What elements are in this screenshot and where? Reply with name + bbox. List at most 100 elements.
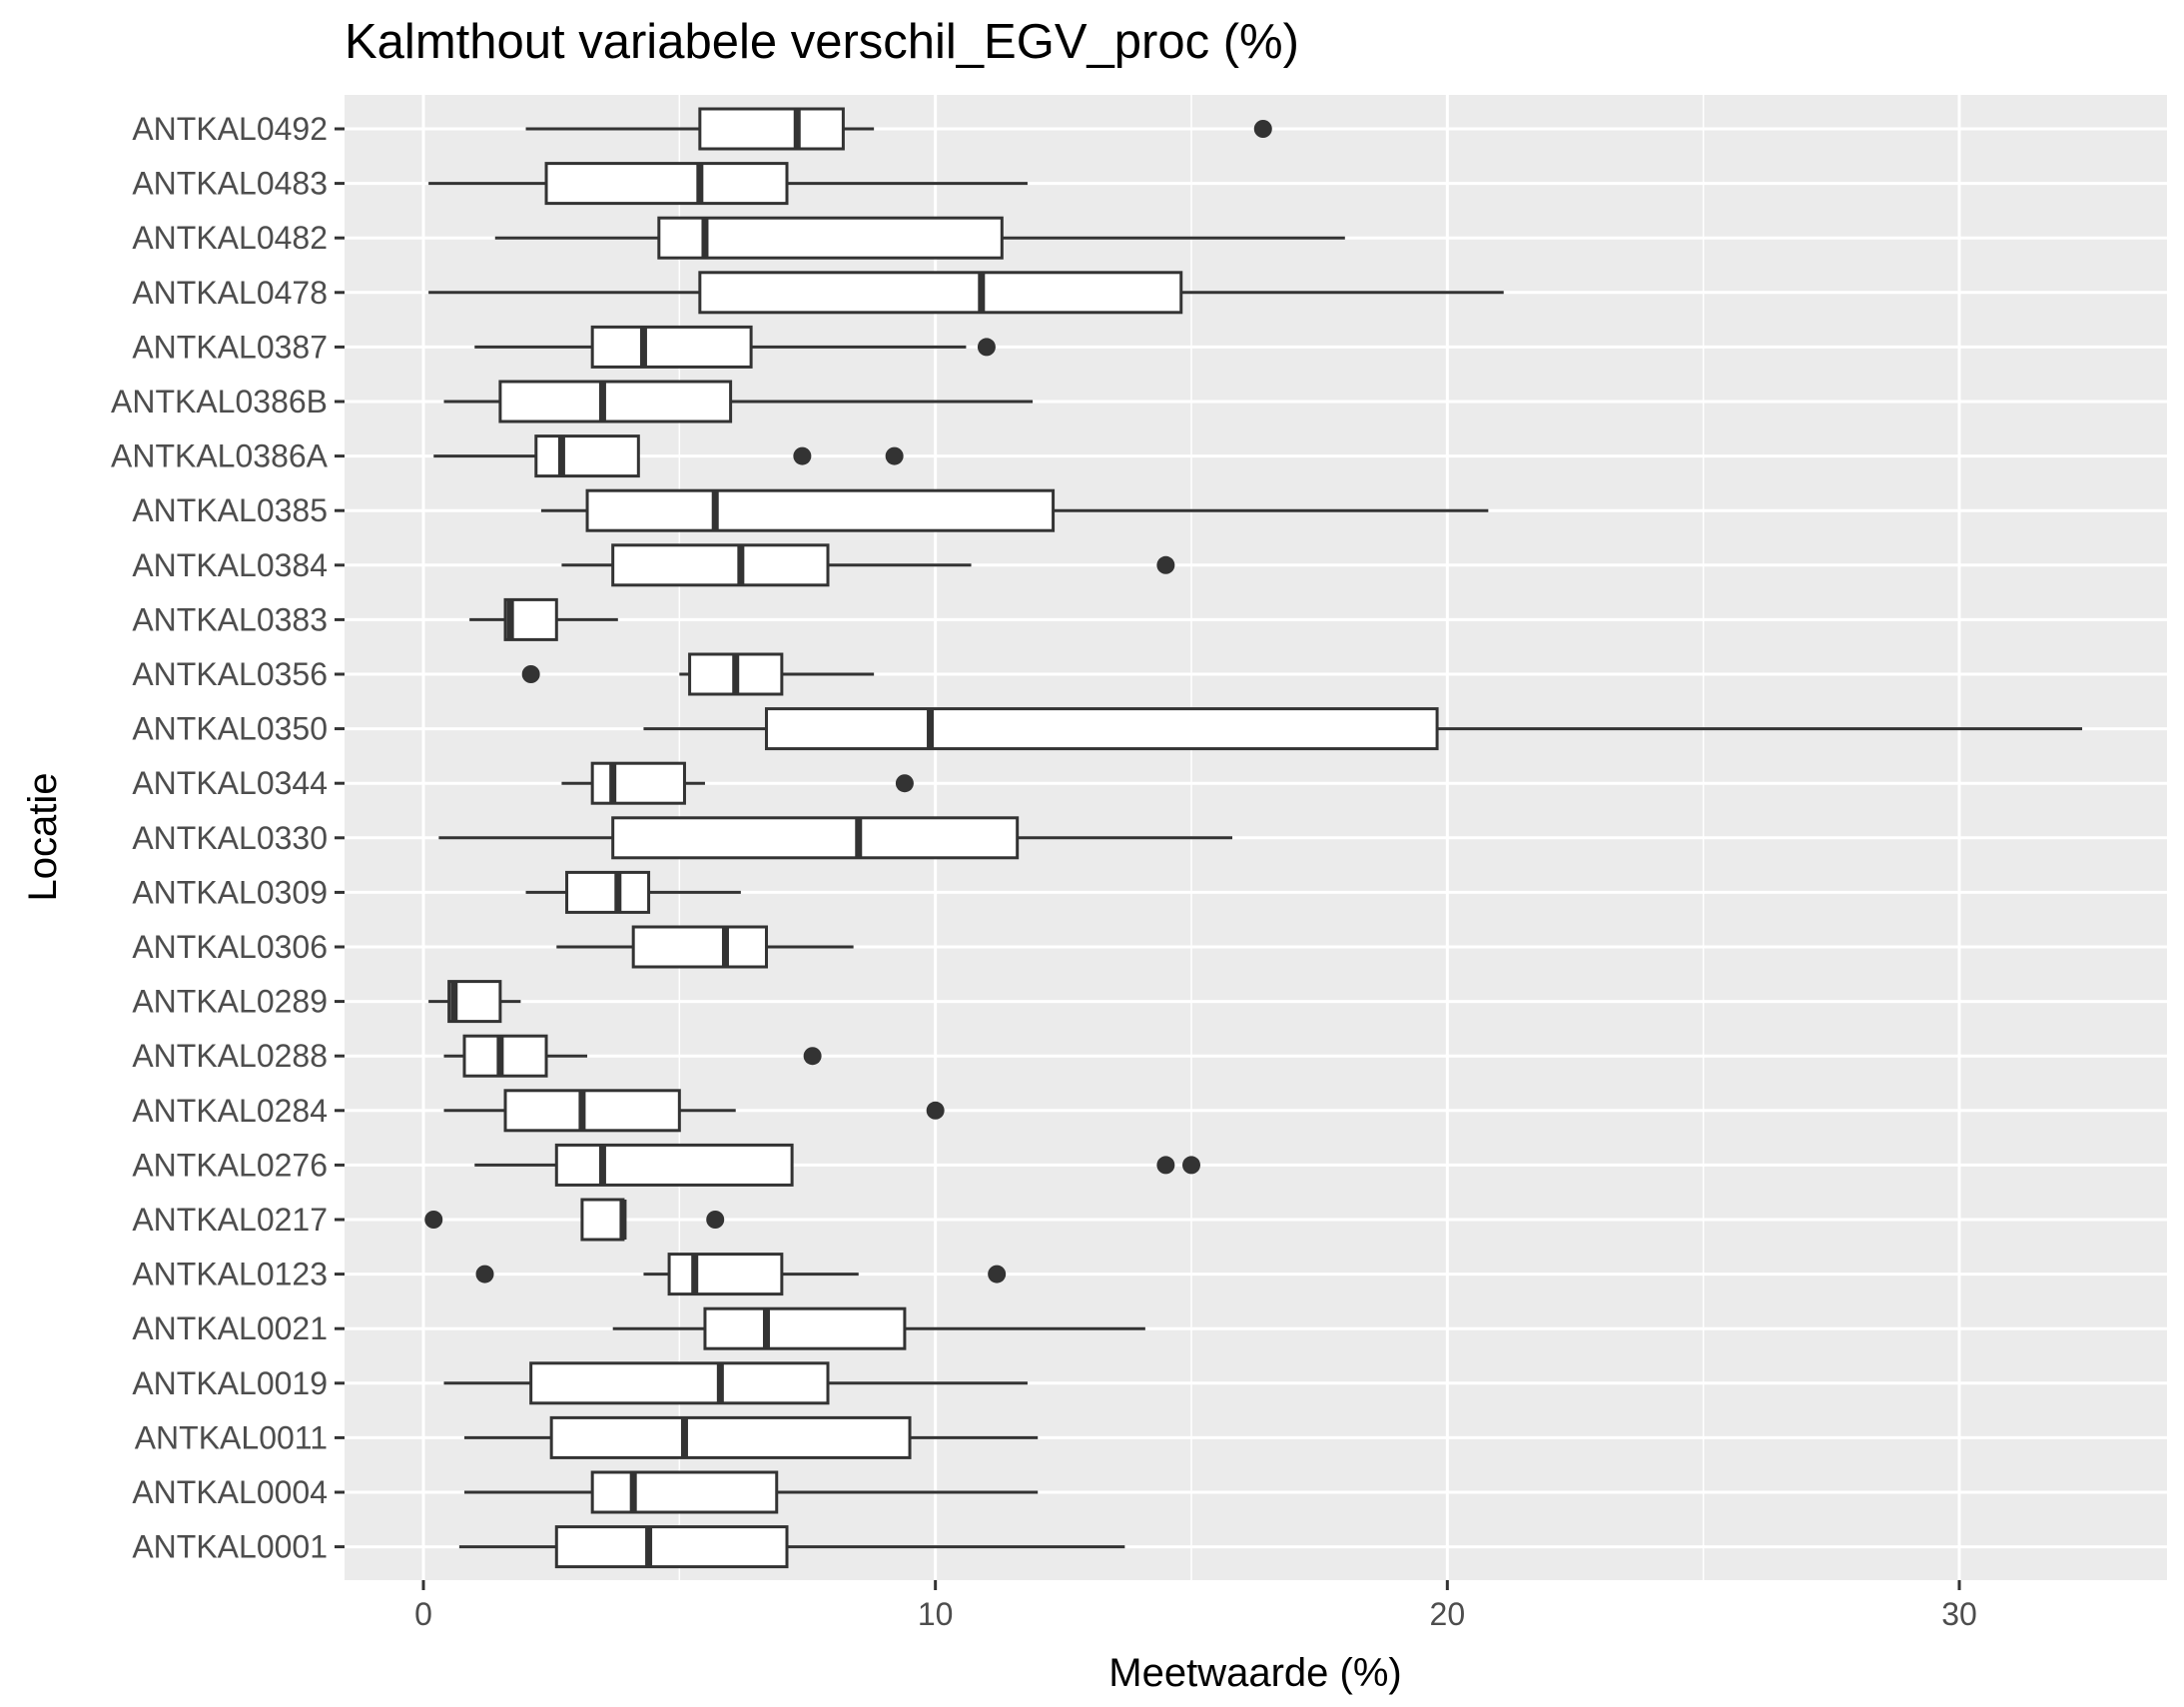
x-tick-label: 10	[918, 1596, 954, 1632]
y-tick-label: ANTKAL0482	[132, 220, 328, 256]
x-tick-label: 30	[1941, 1596, 1977, 1632]
y-tick-label: ANTKAL0478	[132, 275, 328, 311]
x-axis: 0 10 20 30	[414, 1580, 1977, 1632]
y-tick-label: ANTKAL0356	[132, 656, 328, 692]
outlier-point	[803, 1047, 822, 1066]
y-tick-label: ANTKAL0309	[132, 874, 328, 910]
box-antkal0001	[458, 1525, 1125, 1569]
box-antkal0356	[521, 652, 875, 696]
y-tick-label: ANTKAL0330	[132, 820, 328, 856]
box-antkal0123	[475, 1253, 1007, 1296]
outlier-point	[424, 1211, 443, 1229]
outlier-point	[885, 446, 904, 465]
box-iqr	[503, 1089, 681, 1133]
outlier-point	[793, 446, 812, 465]
box-antkal0492	[525, 107, 1272, 151]
y-tick-label: ANTKAL0276	[132, 1147, 328, 1183]
box-iqr	[698, 271, 1183, 315]
y-tick-label: ANTKAL0384	[132, 547, 328, 583]
box-antkal0383	[469, 597, 618, 641]
box-iqr	[703, 1306, 907, 1350]
box-antkal0276	[474, 1143, 1200, 1187]
y-tick-label: ANTKAL0011	[135, 1419, 328, 1455]
y-tick-label: ANTKAL0288	[132, 1038, 328, 1074]
box-antkal0021	[612, 1306, 1145, 1350]
box-antkal0387	[474, 325, 996, 369]
outlier-point	[1182, 1156, 1200, 1175]
box-iqr	[549, 1415, 912, 1459]
outlier-point	[1253, 120, 1272, 138]
y-tick-label: ANTKAL0386A	[111, 438, 329, 474]
box-antkal0306	[556, 925, 854, 969]
box-antkal0289	[428, 980, 521, 1024]
box-antkal0483	[428, 162, 1028, 206]
box-antkal0004	[464, 1470, 1039, 1514]
y-axis: ANTKAL0492 ANTKAL0483 ANTKAL0482 ANTKAL0478…	[111, 111, 345, 1565]
x-tick-label: 0	[414, 1596, 432, 1632]
box-antkal0385	[540, 488, 1489, 532]
box-iqr	[611, 543, 830, 587]
box-iqr	[585, 488, 1056, 532]
box-iqr	[590, 1470, 779, 1514]
box-iqr	[764, 707, 1439, 751]
y-tick-label: ANTKAL0492	[132, 111, 328, 147]
box-iqr	[534, 434, 640, 478]
box-antkal0384	[561, 543, 1175, 587]
box-antkal0344	[561, 761, 914, 805]
y-tick-label: ANTKAL0217	[132, 1202, 328, 1238]
box-iqr	[544, 162, 789, 206]
box-antkal0019	[443, 1361, 1028, 1405]
boxes-layer	[424, 107, 2083, 1569]
outlier-point	[521, 665, 540, 683]
outlier-point	[1156, 1156, 1175, 1175]
box-iqr	[529, 1361, 830, 1405]
box-antkal0217	[424, 1198, 725, 1242]
box-iqr	[590, 761, 686, 805]
box-antkal0478	[428, 271, 1504, 315]
y-tick-label: ANTKAL0289	[132, 984, 328, 1020]
outlier-point	[926, 1101, 945, 1120]
chart-title: Kalmthout variabele verschil_EGV_proc (%…	[345, 15, 1299, 69]
box-iqr	[590, 325, 753, 369]
box-antkal0011	[464, 1415, 1039, 1459]
y-tick-label: ANTKAL0385	[132, 492, 328, 528]
y-tick-label: ANTKAL0019	[132, 1365, 328, 1401]
box-antkal0309	[525, 870, 741, 914]
y-tick-label: ANTKAL0284	[132, 1093, 328, 1129]
y-tick-label: ANTKAL0350	[132, 711, 328, 747]
box-antkal0482	[494, 216, 1345, 260]
y-tick-label: ANTKAL0004	[132, 1474, 328, 1510]
y-tick-label: ANTKAL0344	[132, 765, 328, 801]
outlier-point	[988, 1265, 1007, 1283]
box-iqr	[580, 1198, 625, 1242]
box-antkal0350	[643, 707, 2083, 751]
x-tick-label: 20	[1430, 1596, 1466, 1632]
box-iqr	[611, 816, 1020, 860]
y-tick-label: ANTKAL0123	[132, 1257, 328, 1292]
x-axis-title: Meetwaarde (%)	[1108, 1651, 1401, 1695]
y-tick-label: ANTKAL0386B	[111, 384, 328, 420]
box-iqr	[667, 1253, 784, 1296]
box-antkal0386b	[443, 380, 1034, 424]
box-antkal0330	[438, 816, 1233, 860]
box-iqr	[631, 925, 768, 969]
outlier-point	[977, 338, 996, 357]
y-tick-label: ANTKAL0383	[132, 601, 328, 637]
outlier-point	[895, 774, 914, 793]
y-tick-label: ANTKAL0001	[132, 1529, 328, 1565]
box-iqr	[554, 1143, 794, 1187]
y-tick-label: ANTKAL0387	[132, 329, 328, 365]
box-antkal0288	[443, 1034, 822, 1078]
box-iqr	[657, 216, 1004, 260]
y-tick-label: ANTKAL0021	[132, 1310, 328, 1346]
outlier-point	[706, 1211, 725, 1229]
outlier-point	[475, 1265, 494, 1283]
box-iqr	[698, 107, 845, 151]
box-iqr	[565, 870, 651, 914]
outlier-point	[1156, 555, 1175, 574]
y-tick-label: ANTKAL0483	[132, 166, 328, 202]
box-antkal0386a	[433, 434, 904, 478]
box-iqr	[498, 380, 733, 424]
box-iqr	[554, 1525, 789, 1569]
